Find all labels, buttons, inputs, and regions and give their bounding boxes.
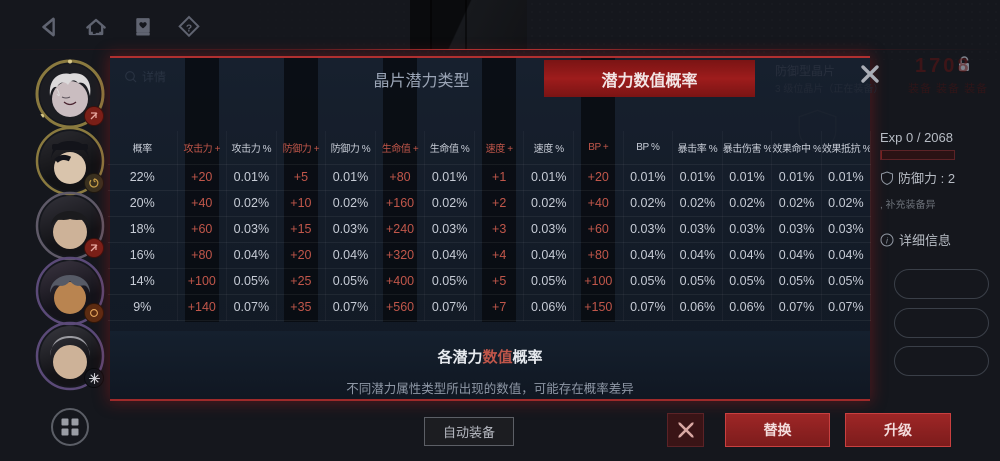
svg-text:i: i	[886, 235, 889, 245]
svg-text:?: ?	[186, 24, 192, 35]
